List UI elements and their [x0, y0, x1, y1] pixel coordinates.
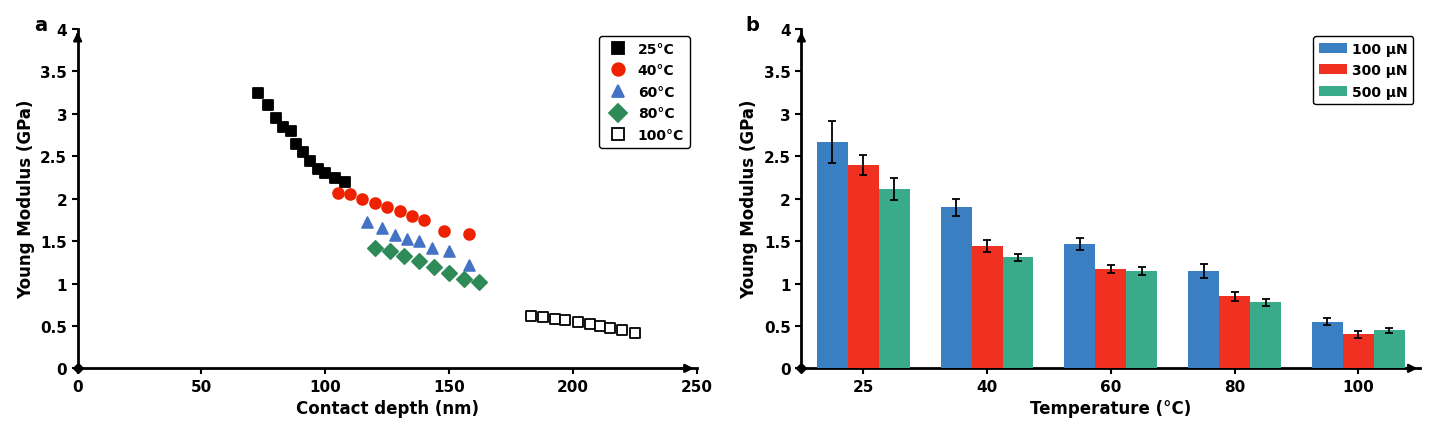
Point — [375, 204, 398, 211]
Bar — [848, 165, 879, 368]
Point — [395, 236, 418, 243]
Point — [437, 270, 460, 276]
Point — [323, 174, 346, 181]
Point — [589, 323, 612, 330]
X-axis label: Temperature (°C): Temperature (°C) — [1030, 399, 1191, 418]
Point — [457, 262, 480, 269]
Point — [392, 253, 415, 260]
Point — [364, 200, 387, 207]
Text: a: a — [34, 16, 47, 36]
Point — [264, 115, 287, 122]
Bar — [1188, 271, 1219, 368]
Bar — [1312, 322, 1344, 368]
Point — [422, 263, 445, 270]
Point — [553, 317, 576, 324]
Point — [408, 238, 431, 245]
Bar — [1374, 330, 1405, 368]
X-axis label: Contact depth (nm): Contact depth (nm) — [296, 399, 479, 418]
Legend: 100 μN, 300 μN, 500 μN: 100 μN, 300 μN, 500 μN — [1313, 37, 1414, 105]
Bar — [1095, 270, 1127, 368]
Point — [356, 220, 379, 227]
Point — [433, 228, 456, 235]
Bar — [879, 189, 910, 368]
Point — [453, 276, 476, 283]
Point — [285, 141, 308, 148]
Bar — [1250, 302, 1280, 368]
Bar — [1127, 271, 1157, 368]
Point — [579, 321, 602, 328]
Point — [545, 316, 568, 323]
Point — [299, 158, 322, 164]
Point — [401, 213, 424, 220]
Point — [364, 245, 387, 252]
Bar — [1065, 244, 1095, 368]
Bar — [971, 247, 1003, 368]
Y-axis label: Young Modulus (GPa): Young Modulus (GPa) — [740, 100, 759, 299]
Point — [388, 208, 411, 215]
Point — [333, 179, 356, 186]
Point — [437, 248, 460, 255]
Point — [624, 329, 647, 336]
Point — [467, 279, 490, 286]
Point — [257, 103, 280, 110]
Point — [378, 248, 401, 255]
Bar — [941, 208, 971, 368]
Point — [532, 314, 555, 321]
Y-axis label: Young Modulus (GPa): Young Modulus (GPa) — [17, 100, 34, 299]
Point — [611, 327, 634, 334]
Point — [371, 225, 394, 232]
Point — [412, 217, 435, 224]
Bar — [1219, 296, 1250, 368]
Point — [326, 190, 349, 197]
Bar — [1344, 335, 1374, 368]
Point — [420, 245, 443, 252]
Point — [279, 128, 302, 135]
Bar — [1003, 258, 1033, 368]
Point — [292, 149, 315, 156]
Bar — [816, 142, 848, 368]
Text: b: b — [746, 16, 760, 36]
Point — [247, 90, 270, 97]
Point — [457, 231, 480, 238]
Point — [408, 257, 431, 264]
Point — [272, 124, 295, 131]
Point — [598, 325, 621, 332]
Point — [566, 319, 589, 326]
Point — [351, 196, 374, 203]
Legend: 25°C, 40°C, 60°C, 80°C, 100°C: 25°C, 40°C, 60°C, 80°C, 100°C — [599, 37, 690, 148]
Point — [519, 312, 542, 319]
Point — [384, 232, 407, 239]
Point — [339, 191, 362, 198]
Point — [306, 166, 329, 173]
Point — [313, 171, 336, 178]
